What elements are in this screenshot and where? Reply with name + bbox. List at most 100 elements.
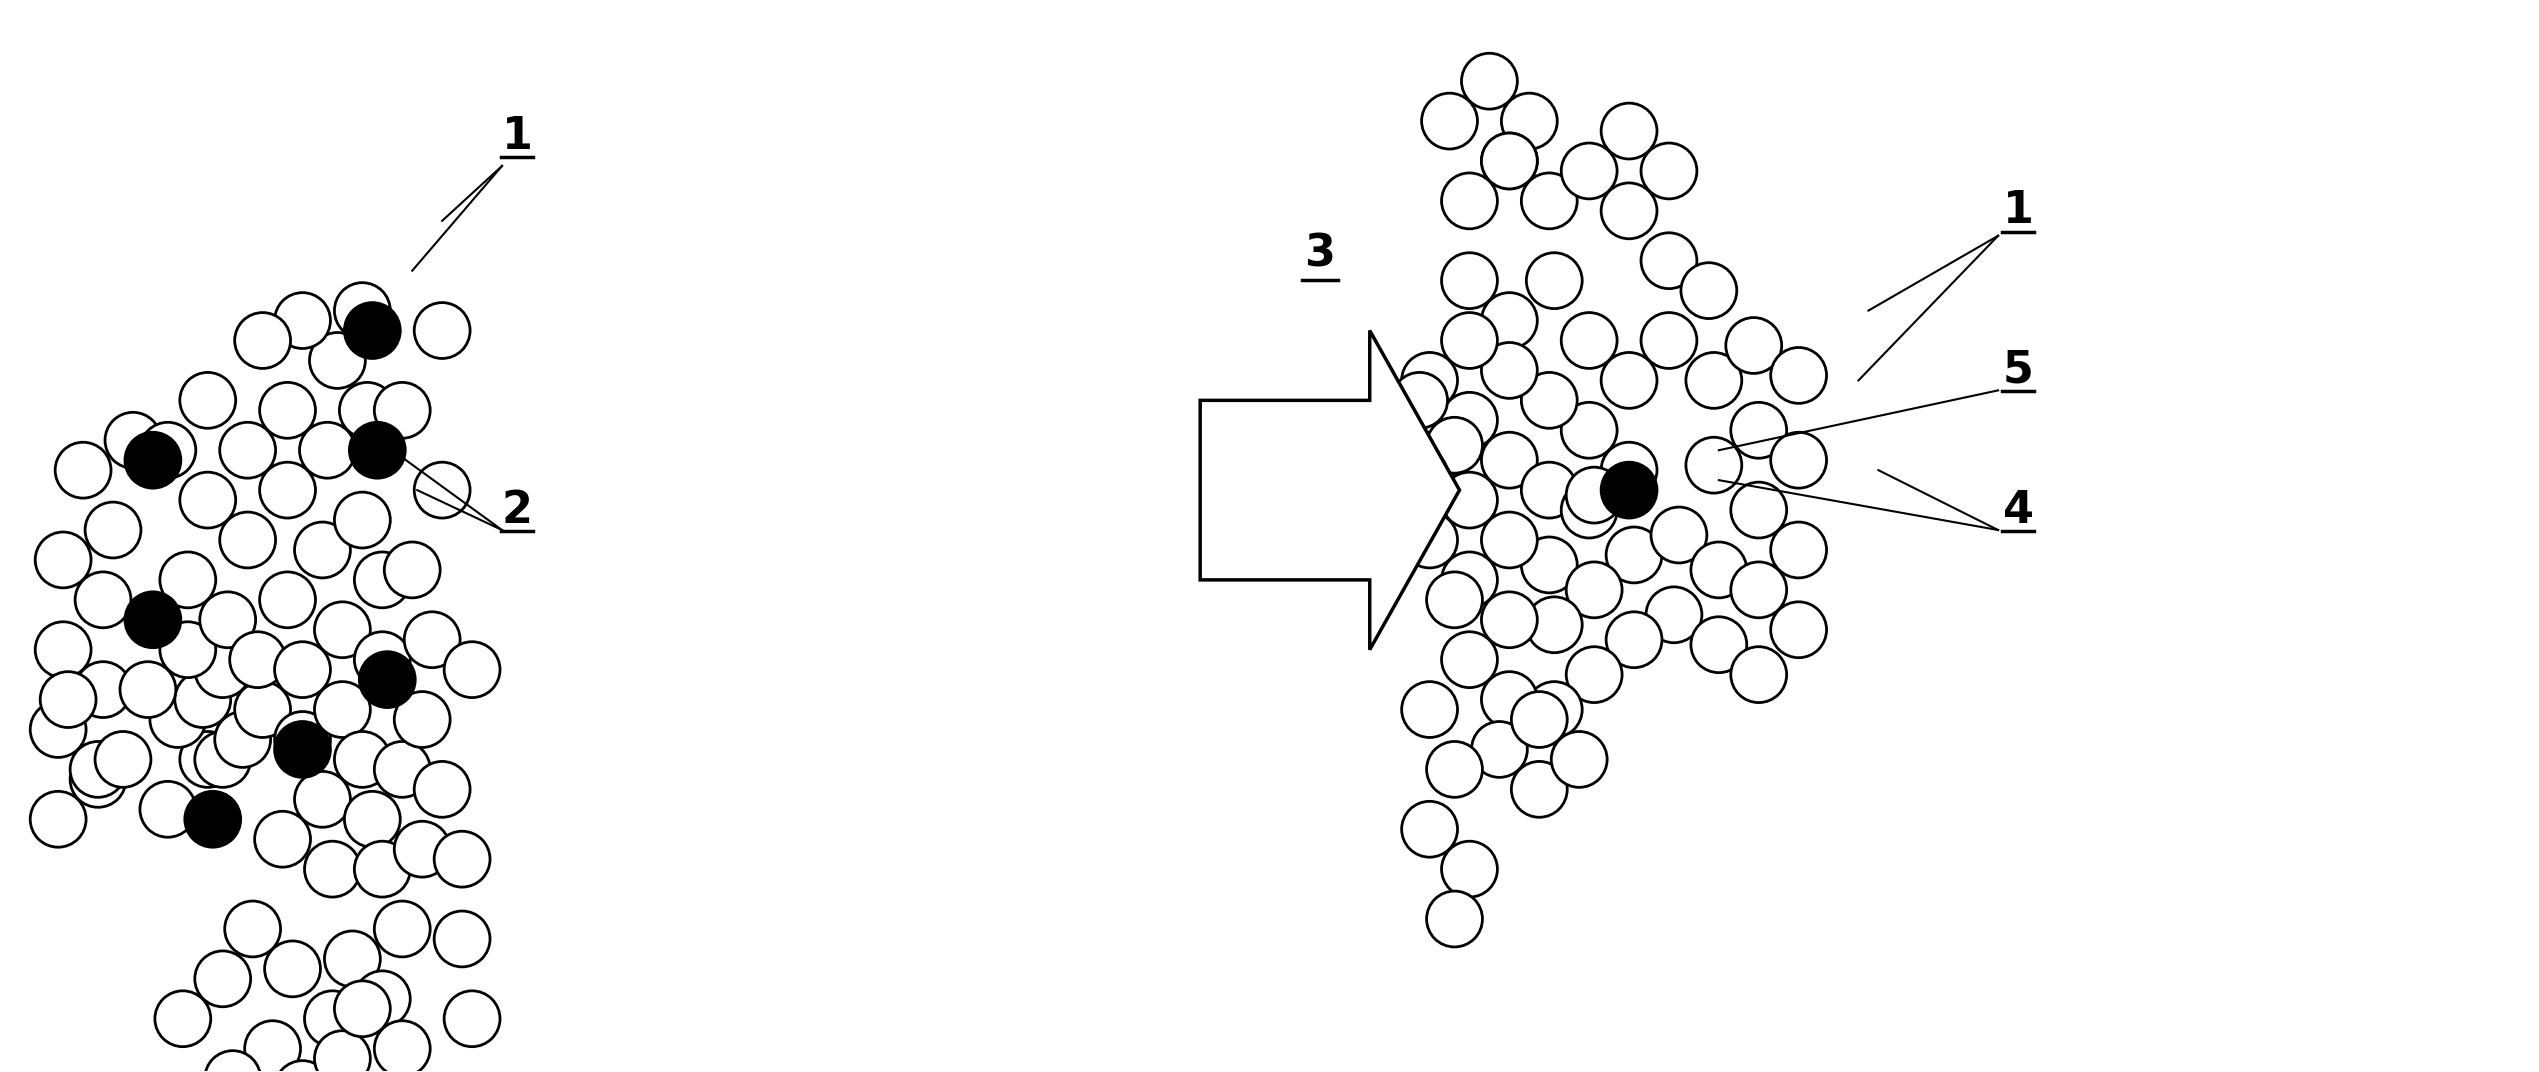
Circle shape — [350, 422, 406, 478]
Circle shape — [1480, 512, 1536, 568]
Circle shape — [1686, 437, 1742, 493]
Circle shape — [414, 302, 470, 358]
Circle shape — [1402, 801, 1457, 858]
Circle shape — [124, 592, 180, 647]
Text: 5: 5 — [2003, 348, 2034, 392]
Circle shape — [434, 911, 490, 967]
Polygon shape — [1201, 330, 1460, 650]
Circle shape — [124, 432, 180, 488]
Circle shape — [444, 991, 500, 1046]
Circle shape — [56, 443, 112, 498]
Circle shape — [185, 791, 241, 847]
Circle shape — [1602, 462, 1658, 518]
Circle shape — [94, 731, 150, 787]
Circle shape — [1480, 342, 1536, 399]
Circle shape — [234, 682, 289, 738]
Circle shape — [1391, 447, 1447, 503]
Circle shape — [383, 542, 439, 598]
Circle shape — [1561, 313, 1617, 369]
Circle shape — [1480, 133, 1536, 189]
Circle shape — [1442, 472, 1498, 528]
Circle shape — [1770, 522, 1826, 578]
Circle shape — [1521, 462, 1577, 518]
Circle shape — [1602, 103, 1658, 159]
Circle shape — [1691, 616, 1747, 672]
Circle shape — [196, 642, 251, 698]
Circle shape — [1521, 173, 1577, 228]
Circle shape — [1770, 601, 1826, 658]
Circle shape — [71, 742, 127, 798]
Circle shape — [1567, 646, 1622, 702]
Circle shape — [175, 672, 231, 728]
Circle shape — [310, 332, 366, 388]
Circle shape — [1480, 432, 1536, 488]
Circle shape — [1686, 353, 1742, 408]
Circle shape — [373, 902, 429, 957]
Circle shape — [1640, 233, 1696, 288]
Circle shape — [1602, 183, 1658, 239]
Circle shape — [1607, 612, 1663, 668]
Text: 3: 3 — [1305, 233, 1336, 276]
Circle shape — [355, 631, 411, 687]
Circle shape — [1427, 742, 1483, 798]
Circle shape — [76, 571, 132, 628]
Circle shape — [229, 631, 284, 687]
Circle shape — [1511, 691, 1567, 747]
Circle shape — [335, 492, 391, 548]
Circle shape — [1442, 313, 1498, 369]
Text: 1: 1 — [2003, 190, 2034, 233]
Circle shape — [340, 383, 396, 438]
Circle shape — [180, 731, 236, 787]
Circle shape — [221, 422, 277, 478]
Circle shape — [1402, 682, 1457, 738]
Circle shape — [414, 761, 470, 817]
Circle shape — [373, 383, 429, 438]
Circle shape — [335, 731, 391, 787]
Circle shape — [1561, 143, 1617, 199]
Circle shape — [180, 472, 236, 528]
Circle shape — [1602, 353, 1658, 408]
Circle shape — [1732, 646, 1787, 702]
Circle shape — [315, 1030, 371, 1072]
Circle shape — [1442, 253, 1498, 309]
Circle shape — [140, 781, 196, 837]
Circle shape — [196, 731, 251, 787]
Circle shape — [1480, 592, 1536, 647]
Circle shape — [36, 532, 91, 587]
Circle shape — [150, 691, 206, 747]
Circle shape — [361, 652, 416, 708]
Circle shape — [1480, 293, 1536, 348]
Circle shape — [119, 661, 175, 717]
Text: 4: 4 — [2003, 489, 2034, 532]
Circle shape — [1650, 507, 1706, 563]
Circle shape — [1427, 891, 1483, 947]
Circle shape — [1402, 432, 1457, 488]
Circle shape — [355, 971, 411, 1027]
Circle shape — [1561, 482, 1617, 538]
Circle shape — [325, 930, 381, 987]
Circle shape — [1442, 842, 1498, 897]
Circle shape — [305, 991, 361, 1046]
Circle shape — [1602, 443, 1658, 498]
Circle shape — [1770, 432, 1826, 488]
Circle shape — [1442, 173, 1498, 228]
Circle shape — [315, 601, 371, 658]
Circle shape — [196, 951, 251, 1007]
Circle shape — [259, 571, 315, 628]
Circle shape — [41, 672, 96, 728]
Circle shape — [104, 413, 160, 468]
Circle shape — [345, 791, 401, 847]
Circle shape — [1473, 721, 1528, 777]
Circle shape — [1732, 402, 1787, 458]
Circle shape — [226, 902, 282, 957]
Circle shape — [1511, 761, 1567, 817]
Circle shape — [404, 612, 460, 668]
Circle shape — [1442, 392, 1498, 448]
Circle shape — [221, 512, 277, 568]
Circle shape — [1442, 552, 1498, 608]
Circle shape — [274, 293, 330, 348]
Circle shape — [201, 592, 256, 647]
Circle shape — [160, 552, 216, 608]
Circle shape — [414, 462, 470, 518]
Circle shape — [86, 502, 142, 557]
